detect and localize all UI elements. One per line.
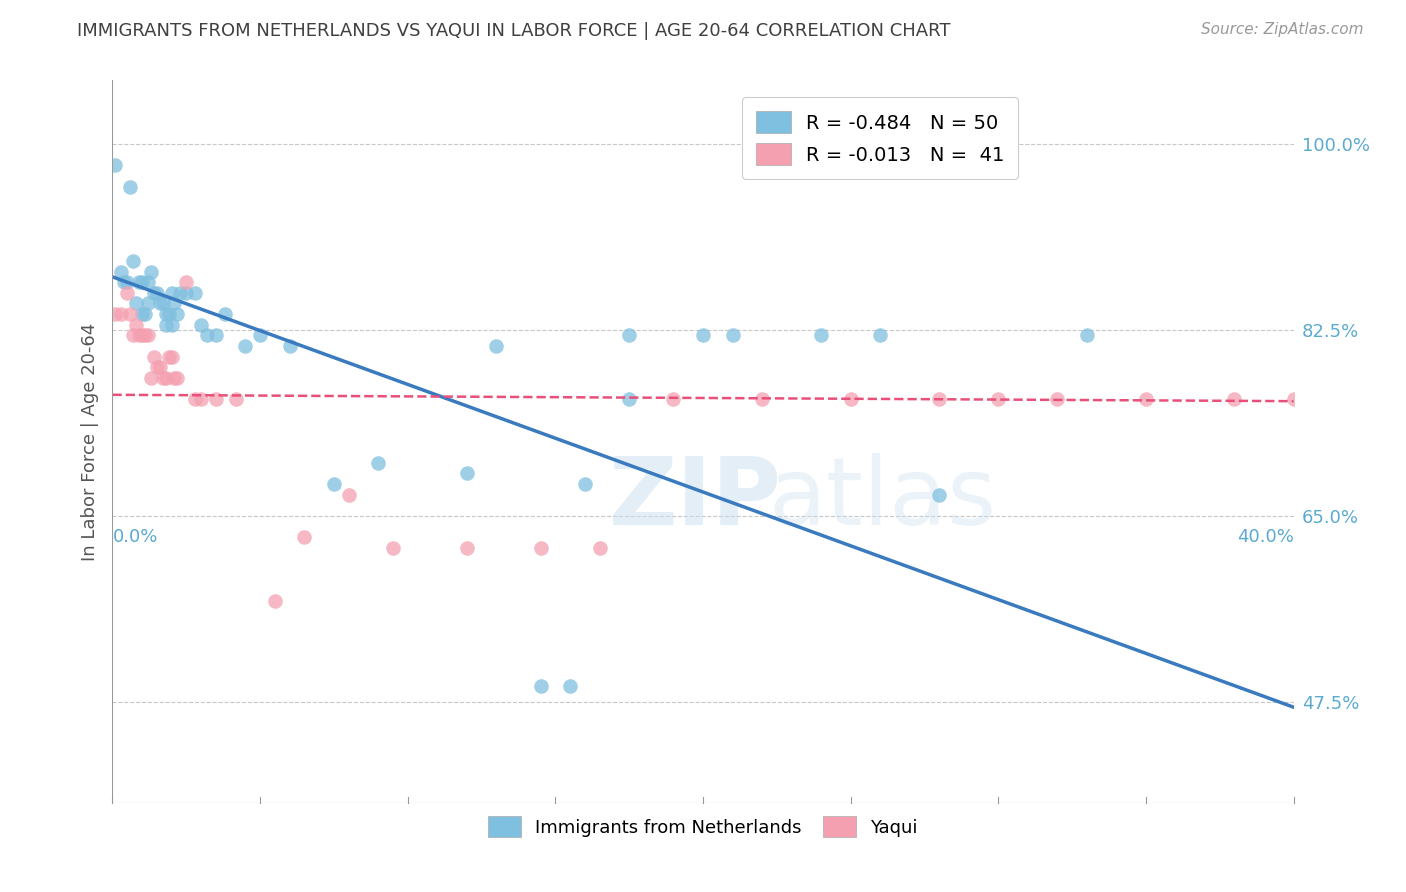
Point — [160, 350, 183, 364]
Point — [456, 541, 478, 555]
Point — [136, 275, 159, 289]
Point — [529, 541, 551, 555]
Point — [142, 350, 165, 364]
Point — [987, 392, 1010, 406]
Point — [155, 307, 177, 321]
Point — [157, 307, 180, 321]
Point — [869, 328, 891, 343]
Point — [619, 328, 641, 343]
Point — [278, 339, 301, 353]
Point — [112, 275, 135, 289]
Point — [195, 328, 218, 343]
Point — [1282, 392, 1305, 406]
Point — [225, 392, 247, 406]
Point — [160, 318, 183, 332]
Y-axis label: In Labor Force | Age 20-64: In Labor Force | Age 20-64 — [80, 322, 98, 561]
Point — [149, 296, 172, 310]
Point — [155, 318, 177, 332]
Point — [131, 275, 153, 289]
Point — [125, 296, 148, 310]
Point — [1223, 392, 1246, 406]
Point — [292, 530, 315, 544]
Point — [692, 328, 714, 343]
Point — [1046, 392, 1069, 406]
Point — [104, 158, 127, 172]
Point — [928, 392, 950, 406]
Point — [117, 285, 138, 300]
Point — [157, 350, 180, 364]
Point — [184, 392, 207, 406]
Point — [139, 264, 162, 278]
Point — [134, 307, 156, 321]
Point — [485, 339, 508, 353]
Point — [810, 328, 832, 343]
Point — [160, 285, 183, 300]
Point — [131, 307, 153, 321]
Point — [146, 360, 169, 375]
Point — [1135, 392, 1157, 406]
Point — [184, 285, 207, 300]
Point — [136, 296, 159, 310]
Point — [120, 307, 142, 321]
Point — [190, 392, 212, 406]
Point — [128, 328, 150, 343]
Point — [120, 179, 142, 194]
Point — [139, 371, 162, 385]
Point — [128, 275, 150, 289]
Point — [134, 328, 156, 343]
Point — [146, 285, 169, 300]
Point — [928, 488, 950, 502]
Point — [163, 296, 186, 310]
Point — [152, 371, 174, 385]
Point — [205, 392, 228, 406]
Point — [163, 371, 186, 385]
Text: ZIP: ZIP — [609, 453, 782, 545]
Point — [174, 285, 197, 300]
Point — [558, 679, 582, 693]
Point — [152, 296, 174, 310]
Point — [169, 285, 191, 300]
Text: 0.0%: 0.0% — [112, 528, 157, 546]
Point — [382, 541, 405, 555]
Point — [110, 264, 132, 278]
Point — [574, 477, 596, 491]
Point — [721, 328, 744, 343]
Text: 40.0%: 40.0% — [1237, 528, 1294, 546]
Point — [337, 488, 360, 502]
Point — [619, 392, 641, 406]
Point — [166, 307, 188, 321]
Point — [131, 328, 153, 343]
Point — [205, 328, 228, 343]
Point — [149, 360, 172, 375]
Point — [125, 318, 148, 332]
Point — [1076, 328, 1098, 343]
Text: atlas: atlas — [768, 453, 997, 545]
Point — [117, 275, 138, 289]
Point — [166, 371, 188, 385]
Point — [136, 328, 159, 343]
Point — [751, 392, 773, 406]
Point — [104, 307, 127, 321]
Point — [456, 467, 478, 481]
Point — [839, 392, 862, 406]
Point — [174, 275, 197, 289]
Point — [122, 254, 145, 268]
Point — [110, 307, 132, 321]
Point — [323, 477, 346, 491]
Point — [529, 679, 551, 693]
Point — [264, 594, 287, 608]
Point — [233, 339, 256, 353]
Text: Source: ZipAtlas.com: Source: ZipAtlas.com — [1201, 22, 1364, 37]
Point — [142, 285, 165, 300]
Point — [122, 328, 145, 343]
Point — [662, 392, 685, 406]
Point — [367, 456, 389, 470]
Text: IMMIGRANTS FROM NETHERLANDS VS YAQUI IN LABOR FORCE | AGE 20-64 CORRELATION CHAR: IMMIGRANTS FROM NETHERLANDS VS YAQUI IN … — [77, 22, 950, 40]
Legend: Immigrants from Netherlands, Yaqui: Immigrants from Netherlands, Yaqui — [481, 809, 925, 845]
Point — [214, 307, 236, 321]
Point — [155, 371, 177, 385]
Point — [190, 318, 212, 332]
Point — [249, 328, 271, 343]
Point — [588, 541, 610, 555]
